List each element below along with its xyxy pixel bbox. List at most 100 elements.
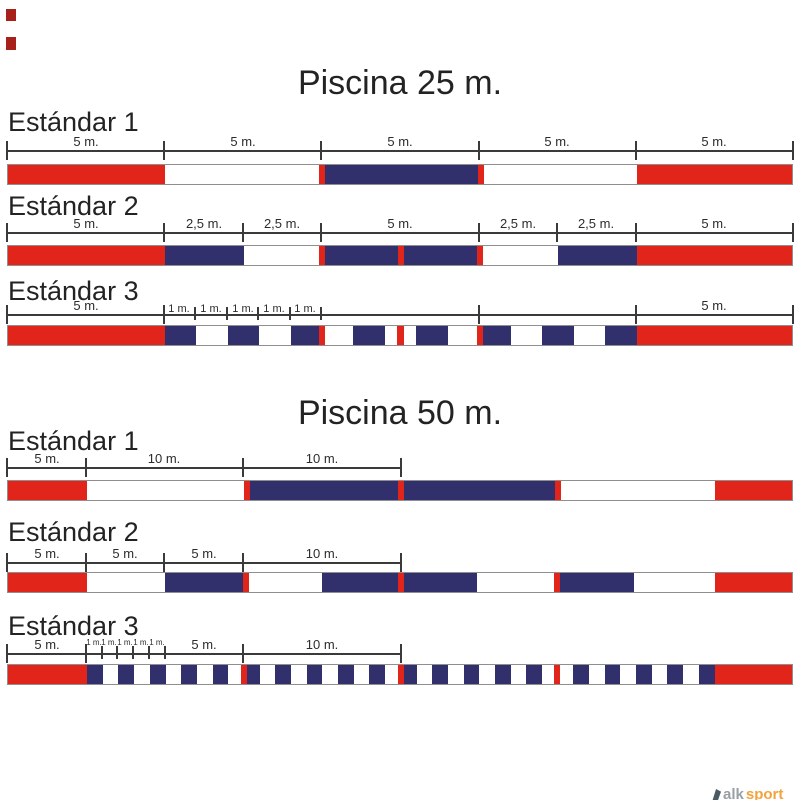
bar-segment-navy (250, 481, 398, 500)
measurement-label-row5: 5 m. (191, 546, 217, 561)
section-label-row2: Estándar 2 (8, 191, 139, 221)
bar-segment-navy (605, 665, 620, 684)
bar-segment-red (319, 246, 325, 265)
ruler-tick-row3 (226, 307, 228, 320)
bar-segment-white (417, 665, 432, 684)
bar-segment-navy (338, 665, 354, 684)
bar-segment-white (652, 665, 667, 684)
bar-segment-white (560, 665, 573, 684)
measurement-label-row3: 1 m. (294, 303, 316, 315)
bar-segment-white (385, 326, 397, 345)
bar-segment-white (166, 665, 181, 684)
measurement-label-row1: 5 m. (73, 134, 99, 149)
bar-segment-red (397, 326, 404, 345)
ruler-tick-row3 (635, 305, 637, 324)
bar-segment-red (715, 573, 792, 592)
ruler-tick-row5 (400, 553, 402, 572)
bar-segment-red (398, 665, 404, 684)
bar-segment-navy (404, 573, 477, 592)
bar-segment-navy (247, 665, 260, 684)
bar-segment-white (483, 246, 558, 265)
measurement-label-row6: 1 m. (101, 638, 117, 647)
ruler-line-row4 (7, 467, 401, 469)
bar-segment-navy (404, 665, 417, 684)
title-pool-25m: Piscina 25 m. (297, 64, 503, 102)
ruler-tick-row4 (6, 458, 8, 477)
bar-segment-white (511, 665, 526, 684)
section-label-row6: Estándar 3 (8, 611, 139, 641)
bar-segment-navy (228, 326, 259, 345)
bar-segment-red (637, 326, 792, 345)
bar-segment-navy (325, 246, 398, 265)
bar-segment-navy (87, 665, 103, 684)
ruler-tick-row6 (101, 646, 103, 659)
bar-segment-white (479, 665, 495, 684)
section-label-row3: Estándar 3 (8, 276, 139, 306)
ruler-tick-row5 (85, 553, 87, 572)
ruler-tick-row3 (194, 307, 196, 320)
bar-segment-navy (404, 246, 477, 265)
ruler-line-row1 (7, 150, 793, 152)
bar-segment-navy (165, 246, 244, 265)
lane-rope-bar-row5 (7, 572, 793, 593)
bar-segment-navy (573, 665, 589, 684)
measurement-label-row2: 2,5 m. (499, 216, 537, 231)
ruler-tick-row5 (6, 553, 8, 572)
title-pool-50m: Piscina 50 m. (297, 394, 503, 432)
ruler-tick-row2 (242, 223, 244, 242)
bar-segment-red (8, 481, 87, 500)
lane-rope-bar-row3 (7, 325, 793, 346)
corner-mark-bottom (6, 37, 16, 50)
bar-segment-white (260, 665, 275, 684)
bar-segment-red (555, 481, 561, 500)
bar-segment-navy (605, 326, 637, 345)
bar-segment-navy (369, 665, 385, 684)
bar-segment-white (683, 665, 699, 684)
ruler-tick-row3 (257, 307, 259, 320)
ruler-tick-row2 (478, 223, 480, 242)
ruler-line-row5 (7, 562, 401, 564)
bar-segment-red (637, 246, 792, 265)
bar-segment-red (715, 481, 792, 500)
bar-segment-white (574, 326, 605, 345)
bar-segment-navy (416, 326, 448, 345)
bar-segment-navy (165, 573, 243, 592)
ruler-tick-row6 (400, 644, 402, 663)
bar-segment-red (8, 665, 87, 684)
measurement-label-row6: 1 m. (149, 638, 165, 647)
lane-rope-bar-row4 (7, 480, 793, 501)
bar-segment-white (589, 665, 605, 684)
watermark-text-gray: alk (723, 786, 744, 800)
ruler-tick-row2 (635, 223, 637, 242)
bar-segment-navy (558, 246, 637, 265)
bar-segment-red (477, 246, 483, 265)
ruler-line-row6 (7, 653, 401, 655)
section-label-row4: Estándar 1 (8, 426, 139, 456)
bar-segment-white (620, 665, 636, 684)
bar-segment-white (448, 326, 477, 345)
measurement-label-row3: 5 m. (73, 298, 99, 313)
bar-segment-white (259, 326, 291, 345)
measurement-label-row1: 5 m. (701, 134, 727, 149)
measurement-label-row1: 5 m. (387, 134, 413, 149)
ruler-tick-row2 (556, 223, 558, 242)
bar-segment-red (8, 165, 165, 184)
measurement-label-row4: 10 m. (305, 451, 339, 466)
bar-segment-navy (495, 665, 511, 684)
bar-segment-navy (181, 665, 197, 684)
lane-rope-bar-row2 (7, 245, 793, 266)
bar-segment-red (478, 165, 484, 184)
watermark: alk sport (712, 787, 783, 800)
ruler-tick-row2 (163, 223, 165, 242)
bar-segment-white (134, 665, 150, 684)
bar-segment-white (196, 326, 228, 345)
bar-segment-white (404, 326, 416, 345)
ruler-line-row3 (7, 314, 793, 316)
corner-mark-top (6, 9, 16, 21)
measurement-label-row6: 1 m. (86, 638, 102, 647)
measurement-label-row1: 5 m. (544, 134, 570, 149)
measurement-label-row3: 1 m. (200, 303, 222, 315)
bar-segment-navy (165, 326, 196, 345)
measurement-label-row3: 1 m. (168, 303, 190, 315)
